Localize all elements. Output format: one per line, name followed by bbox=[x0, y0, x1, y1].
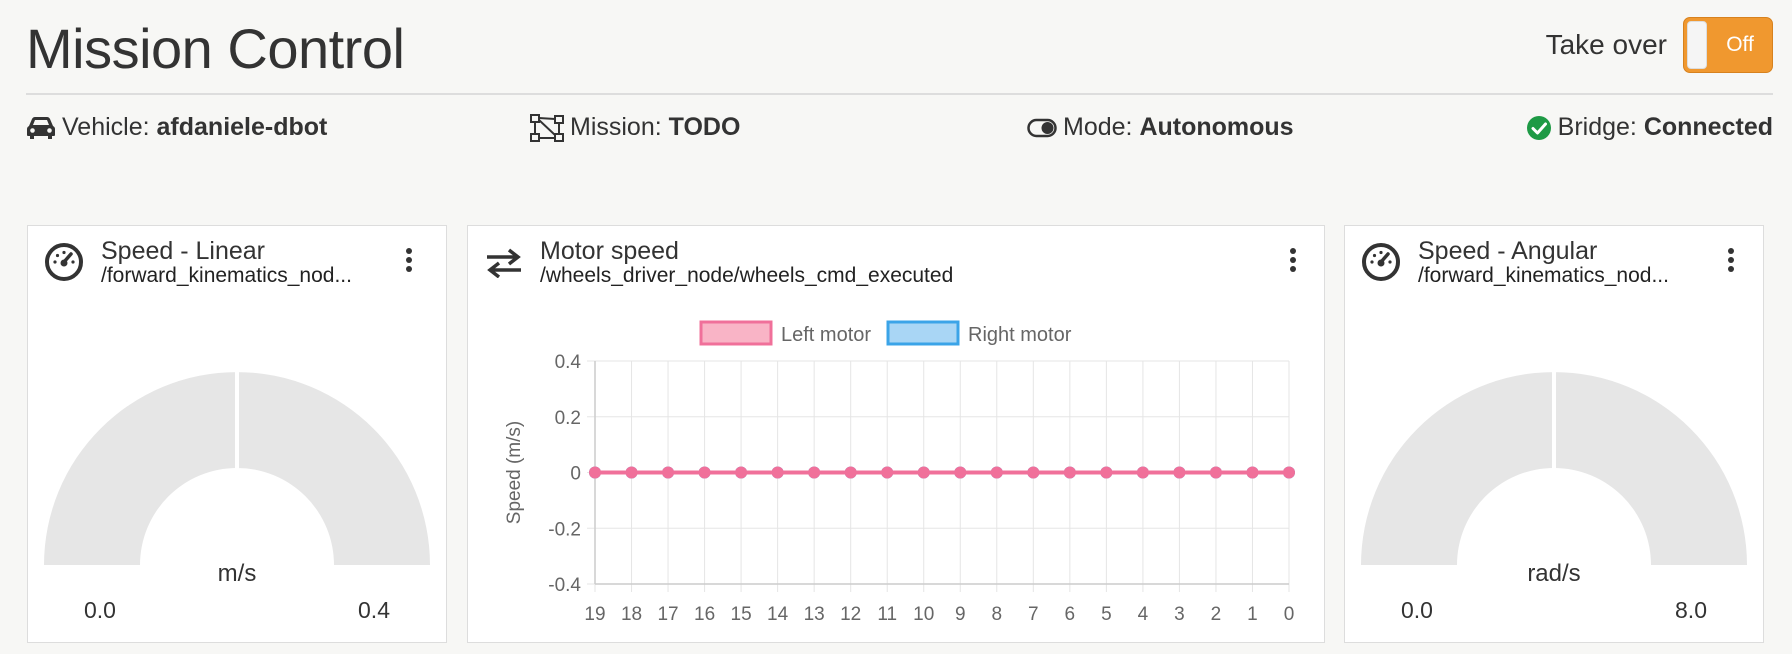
data-point bbox=[589, 466, 601, 479]
gauge-max: 0.4 bbox=[358, 597, 390, 623]
data-point bbox=[1063, 466, 1076, 479]
panel-subtitle: /forward_kinematics_nod... bbox=[101, 264, 352, 287]
legend-swatch bbox=[699, 320, 773, 346]
x-tick-label: 16 bbox=[694, 604, 715, 625]
panel-menu-button[interactable] bbox=[404, 248, 414, 276]
x-tick-label: 2 bbox=[1211, 604, 1222, 625]
legend-label: Right motor bbox=[968, 324, 1072, 346]
gauge-unit: m/s bbox=[217, 560, 257, 587]
x-tick-label: 11 bbox=[877, 604, 897, 625]
x-tick-label: 12 bbox=[840, 604, 861, 625]
data-point bbox=[1136, 466, 1149, 479]
bridge-label: Bridge: bbox=[1557, 113, 1637, 141]
panel-subtitle: /forward_kinematics_nod... bbox=[1418, 264, 1669, 287]
gauge-unit: rad/s bbox=[1527, 560, 1581, 587]
y-tick-label: 0.4 bbox=[555, 352, 582, 373]
status-vehicle: Vehicle: afdaniele-dbot bbox=[26, 113, 327, 142]
status-mission: Mission: TODO bbox=[530, 113, 740, 142]
y-tick-label: 0 bbox=[570, 464, 581, 485]
data-point bbox=[1173, 466, 1186, 479]
x-tick-label: 14 bbox=[767, 604, 789, 625]
data-point bbox=[771, 466, 784, 479]
toggle-knob[interactable] bbox=[1687, 21, 1707, 69]
mission-label: Mission: bbox=[570, 113, 662, 141]
panel-title: Motor speed bbox=[540, 237, 679, 265]
data-point bbox=[808, 466, 821, 479]
data-point bbox=[844, 466, 857, 479]
x-tick-label: 10 bbox=[913, 604, 934, 625]
x-tick-label: 18 bbox=[621, 604, 642, 625]
x-tick-label: 17 bbox=[657, 604, 678, 625]
takeover-toggle[interactable]: Off bbox=[1683, 17, 1773, 73]
check-circle-icon bbox=[1526, 115, 1551, 140]
gauge-min: 0.0 bbox=[1401, 597, 1433, 623]
y-axis-label: Speed (m/s) bbox=[504, 421, 525, 524]
panel-motor-speed: Motor speed /wheels_driver_node/wheels_c… bbox=[467, 225, 1325, 643]
y-tick-label: 0.2 bbox=[555, 408, 581, 429]
y-tick-label: -0.2 bbox=[548, 519, 581, 540]
panel-speed-linear: Speed - Linear /forward_kinematics_nod..… bbox=[27, 225, 447, 643]
x-tick-label: 15 bbox=[731, 604, 752, 625]
data-point bbox=[625, 466, 638, 479]
x-tick-label: 4 bbox=[1138, 604, 1149, 625]
panel-title: Speed - Linear bbox=[101, 237, 266, 265]
data-point bbox=[1283, 466, 1295, 479]
speed-linear-gauge bbox=[44, 371, 430, 565]
gauge-min: 0.0 bbox=[84, 597, 116, 623]
panel-title: Speed - Angular bbox=[1418, 237, 1598, 265]
legend-label: Left motor bbox=[781, 324, 871, 346]
vehicle-label: Vehicle: bbox=[62, 113, 150, 141]
speedometer-icon bbox=[1362, 243, 1400, 281]
mission-value: TODO bbox=[668, 113, 741, 141]
vehicle-value: afdaniele-dbot bbox=[156, 113, 328, 141]
toggle-state-text: Off bbox=[1726, 33, 1754, 56]
x-tick-label: 5 bbox=[1101, 604, 1112, 625]
motor-speed-chart: 0.40.20-0.2-0.419 18 17 16 15 14 13 12 11 10 9 8 7 6 5… bbox=[504, 320, 1295, 625]
header-divider bbox=[26, 93, 1773, 95]
data-point bbox=[1027, 466, 1040, 479]
status-mode: Mode: Autonomous bbox=[1027, 113, 1294, 142]
takeover-label: Take over bbox=[1545, 29, 1667, 60]
status-bridge: Bridge: Connected bbox=[1526, 113, 1773, 142]
car-icon bbox=[27, 116, 55, 139]
toggle-icon bbox=[1027, 118, 1057, 137]
speedometer-icon bbox=[45, 243, 83, 281]
panel-speed-angular: Speed - Angular /forward_kinematics_nod.… bbox=[1344, 225, 1764, 643]
takeover-control: Take over Off bbox=[1546, 17, 1773, 73]
panel-menu-button[interactable] bbox=[1726, 248, 1736, 276]
panel-menu-button[interactable] bbox=[1288, 248, 1298, 276]
page-title: Mission Control bbox=[26, 17, 405, 80]
x-tick-label: 0 bbox=[1284, 604, 1295, 625]
mode-label: Mode: bbox=[1063, 113, 1133, 141]
data-point bbox=[662, 466, 675, 479]
legend-swatch bbox=[886, 320, 960, 346]
y-tick-label: -0.4 bbox=[548, 575, 581, 596]
data-point bbox=[1246, 466, 1259, 479]
data-point bbox=[735, 466, 748, 479]
x-tick-label: 6 bbox=[1065, 604, 1076, 625]
x-tick-label: 1 bbox=[1247, 604, 1258, 625]
x-tick-label: 8 bbox=[992, 604, 1003, 625]
speed-angular-gauge bbox=[1361, 371, 1747, 565]
mission-path-icon bbox=[530, 113, 564, 142]
gauge-max: 8.0 bbox=[1675, 597, 1707, 623]
bridge-value: Connected bbox=[1643, 113, 1773, 141]
x-tick-label: 3 bbox=[1174, 604, 1185, 625]
status-bar: Vehicle: afdaniele-dbot Mission: TODO Mo… bbox=[26, 113, 1773, 149]
data-point bbox=[698, 466, 711, 479]
data-point bbox=[881, 466, 894, 479]
data-point bbox=[1209, 466, 1222, 479]
data-point bbox=[990, 466, 1003, 479]
data-point bbox=[1100, 466, 1113, 479]
x-tick-label: 7 bbox=[1028, 604, 1039, 625]
x-tick-label: 19 bbox=[584, 604, 605, 625]
swap-arrows-icon bbox=[487, 248, 521, 278]
mode-value: Autonomous bbox=[1139, 113, 1294, 141]
data-point bbox=[954, 466, 967, 479]
x-tick-label: 13 bbox=[804, 604, 825, 625]
data-point bbox=[917, 466, 930, 479]
x-tick-label: 9 bbox=[955, 604, 966, 625]
